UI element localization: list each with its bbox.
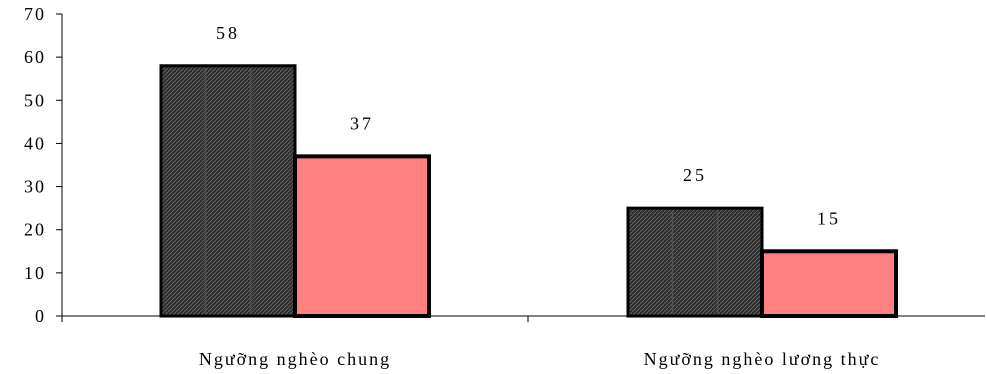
bar-series-1-1 [159, 64, 297, 318]
y-tick-label: 40 [24, 133, 46, 153]
y-tick-label: 50 [24, 90, 46, 110]
data-label-2-1: 37 [350, 113, 374, 133]
category-label-1: Ngưỡng nghèo chung [199, 349, 391, 369]
category-label-2: Ngưỡng nghèo lương thực [644, 349, 881, 369]
bars [159, 64, 898, 319]
bar-series-2-1 [293, 154, 431, 318]
data-label-1-2: 25 [683, 165, 707, 185]
bar-series-2-2 [760, 249, 898, 319]
bar-series-1-2 [626, 206, 764, 318]
y-tick-label: 30 [24, 177, 46, 197]
y-tick-label: 20 [24, 220, 46, 240]
y-tick-label: 0 [35, 306, 46, 326]
y-tick-label: 10 [24, 263, 46, 283]
data-label-2-2: 15 [817, 208, 841, 228]
labels: 0 10 20 30 40 50 60 70 58 37 Ngưỡng nghèo chung 25 1… [24, 4, 881, 369]
data-label-1-1: 58 [216, 23, 240, 43]
y-tick-label: 70 [24, 4, 46, 24]
y-tick-label: 60 [24, 47, 46, 67]
